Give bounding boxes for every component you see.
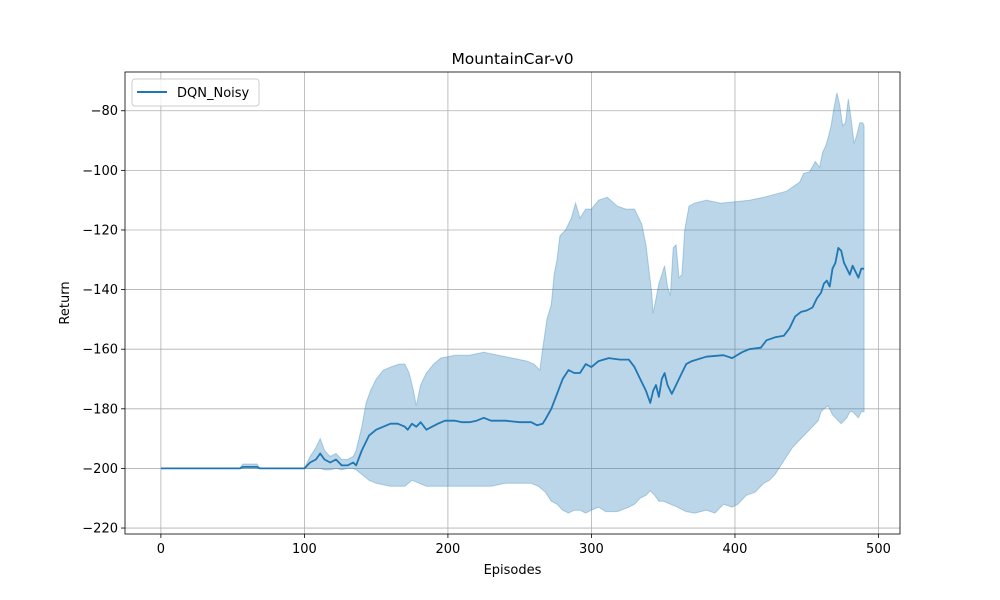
confidence-band-dqn-noisy [160,92,865,514]
y-tick-label: −100 [82,164,118,179]
y-tick-label: −200 [82,462,118,477]
plot-frame [124,71,901,535]
y-tick-label: −80 [91,104,118,119]
x-tick-label: 500 [866,542,891,557]
x-tick-label: 100 [292,542,317,557]
x-tick-label: 300 [579,542,604,557]
line-layer [160,246,865,470]
x-tick-label: 0 [157,542,165,557]
y-tick-label: −140 [82,283,118,298]
chart-title: MountainCar-v0 [451,50,573,68]
x-tick-label: 400 [723,542,748,557]
legend-box [131,78,260,107]
legend-label-dqn-noisy: DQN_Noisy [177,86,250,101]
legend: DQN_Noisy [131,78,260,107]
y-tick-label: −220 [82,522,118,537]
x-axis-label: Episodes [484,563,542,578]
band-layer [160,92,865,514]
y-tick-label: −120 [82,223,118,238]
x-tick-label: 200 [436,542,461,557]
y-tick-label: −160 [82,343,118,358]
series-line-dqn-noisy [160,246,865,470]
y-axis-label: Return [58,281,73,324]
y-tick-label: −180 [82,402,118,417]
grid-layer [125,72,900,534]
tick-layer: 0 100 200 300 400 500 −220 −200 −180 −160 −140 −120… [82,104,891,557]
